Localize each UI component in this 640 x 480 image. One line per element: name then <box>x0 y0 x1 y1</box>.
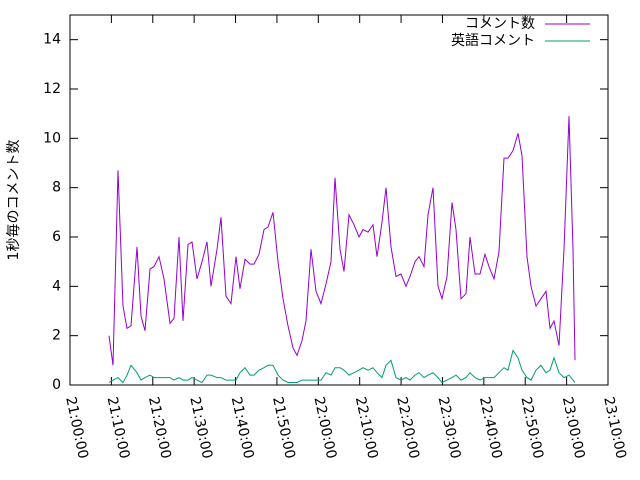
x-tick-label: 21:00:00 <box>62 395 91 460</box>
x-tick-label: 21:50:00 <box>269 395 298 460</box>
y-axis-label: 1秒毎のコメント数 <box>6 140 22 261</box>
x-tick-label: 22:50:00 <box>517 395 546 460</box>
data-line <box>108 116 576 366</box>
x-tick-label: 23:10:00 <box>600 395 629 460</box>
data-line <box>108 349 576 384</box>
y-tick-label: 6 <box>52 229 61 245</box>
x-tick-label: 22:30:00 <box>435 395 464 460</box>
x-tick-label: 23:00:00 <box>559 395 588 460</box>
x-tick-label: 22:20:00 <box>393 395 422 460</box>
y-tick-label: 8 <box>52 180 61 196</box>
legend-label: 英語コメント <box>451 32 535 49</box>
x-tick-label: 21:40:00 <box>228 395 257 460</box>
y-tick-label: 14 <box>43 32 61 48</box>
x-tick-label: 22:40:00 <box>476 395 505 460</box>
y-tick-label: 12 <box>43 81 61 97</box>
y-tick-label: 0 <box>52 377 61 393</box>
legend-label: コメント数 <box>465 16 535 32</box>
x-tick-label: 21:30:00 <box>186 395 215 460</box>
y-tick-label: 2 <box>52 328 61 344</box>
plot-border <box>69 14 609 386</box>
y-tick-label: 4 <box>52 278 61 294</box>
x-tick-label: 21:20:00 <box>145 395 174 460</box>
x-tick-label: 22:00:00 <box>310 395 339 460</box>
y-tick-label: 10 <box>43 130 61 146</box>
x-tick-label: 22:10:00 <box>352 395 381 460</box>
x-tick-label: 21:10:00 <box>104 395 133 460</box>
